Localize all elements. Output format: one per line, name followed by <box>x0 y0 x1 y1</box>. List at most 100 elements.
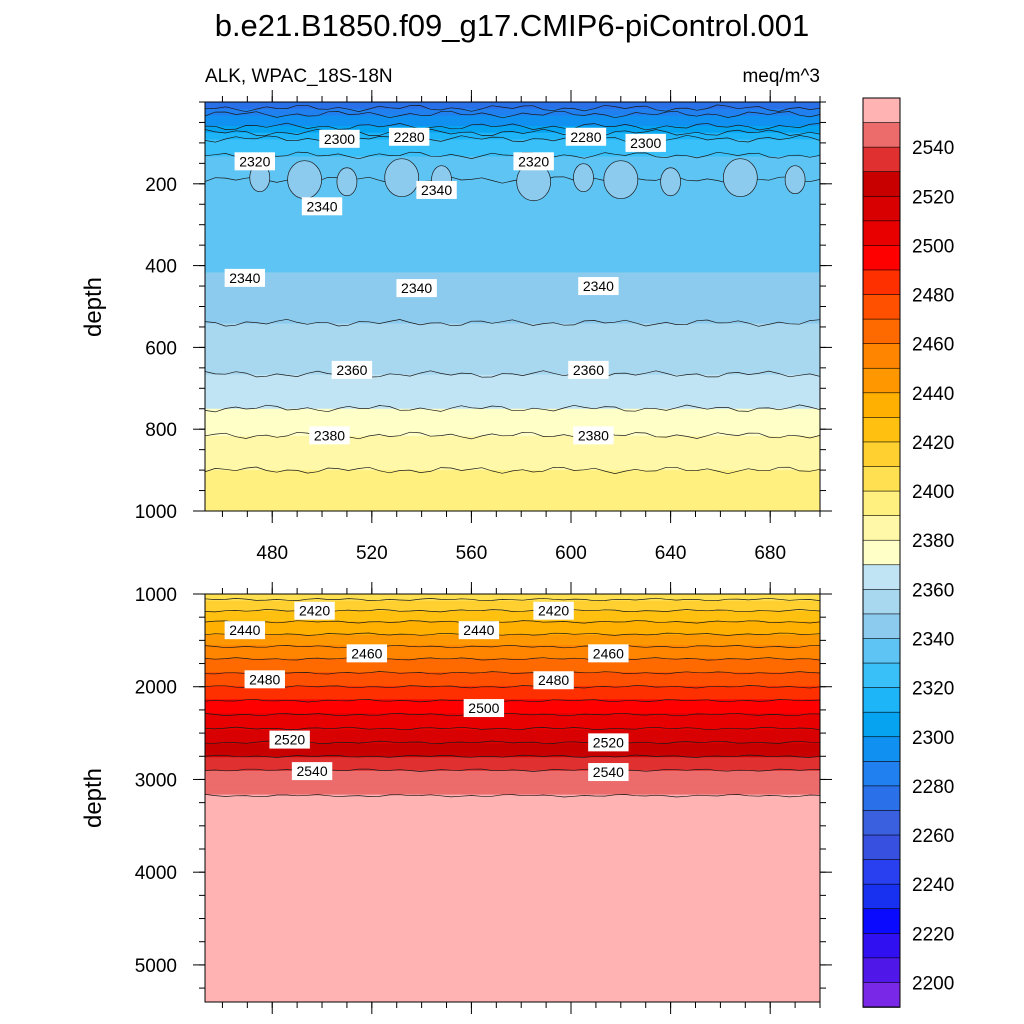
contour-label: 2320 <box>513 152 554 171</box>
svg-text:2340: 2340 <box>229 270 260 286</box>
contour-band <box>205 934 820 939</box>
contour-band <box>205 991 820 996</box>
contour-band <box>205 709 820 714</box>
svg-text:2460: 2460 <box>593 645 624 661</box>
contour-band <box>205 801 820 806</box>
colorbar-label: 2480 <box>912 286 954 307</box>
contour-band <box>205 852 820 857</box>
contour-label: 2460 <box>588 644 629 663</box>
contour-label: 2340 <box>301 197 343 216</box>
svg-text:2540: 2540 <box>593 764 624 780</box>
contour-band <box>205 401 820 407</box>
contour-band <box>205 675 820 680</box>
contour-band <box>205 930 820 935</box>
colorbar-box <box>862 195 901 222</box>
y-tick-label: 1000 <box>135 585 177 606</box>
contour-band <box>205 112 820 117</box>
contour-band <box>205 682 820 687</box>
contour-band <box>205 425 820 430</box>
svg-text:2420: 2420 <box>299 603 330 619</box>
colorbar-box <box>862 515 901 542</box>
contour-band <box>205 493 820 499</box>
contour-band <box>205 702 820 707</box>
contour-band <box>205 108 820 114</box>
contour-label: 2480 <box>533 671 574 690</box>
contour-band <box>205 665 820 670</box>
contour-band <box>205 248 820 253</box>
colorbar-box <box>862 662 901 689</box>
contour-label: 2300 <box>319 129 360 148</box>
y-tick-label: 2000 <box>135 678 177 699</box>
contour-band <box>205 954 820 959</box>
contour-label: 2280 <box>388 127 430 146</box>
contour-band <box>205 828 820 833</box>
colorbar-box <box>862 908 901 935</box>
contour-band <box>205 869 820 874</box>
contour-band <box>205 845 820 850</box>
lower-plot-frame <box>204 593 821 1003</box>
contour-band <box>205 988 820 993</box>
contour-band <box>205 221 820 226</box>
contour-band <box>205 798 820 803</box>
colorbar-box <box>862 466 901 492</box>
svg-text:2280: 2280 <box>570 129 601 145</box>
contour-band <box>205 296 820 301</box>
contour-band <box>205 265 820 270</box>
y-tick-label: 400 <box>145 257 177 278</box>
contour-band <box>205 879 820 884</box>
contour-line <box>205 318 820 327</box>
contour-band <box>205 825 820 830</box>
contour-band <box>205 838 820 843</box>
contour-band <box>205 604 820 609</box>
contour-band <box>205 978 820 983</box>
contour-band <box>205 207 820 212</box>
contour-band <box>205 102 820 107</box>
colorbar-box <box>862 810 901 836</box>
upper-y-axis: 200 400 600 800 1000 <box>135 101 832 523</box>
contour-blob <box>336 167 358 197</box>
x-tick-label: 520 <box>356 543 388 564</box>
contour-label: 2340 <box>416 180 457 199</box>
colorbar-box <box>862 490 901 517</box>
contour-band <box>205 439 820 444</box>
contour-band <box>205 808 820 813</box>
contour-band <box>205 245 820 250</box>
contour-line <box>205 712 820 717</box>
contour-band <box>205 262 820 267</box>
contour-band <box>205 132 820 137</box>
contour-band <box>205 937 820 942</box>
contour-band <box>205 163 820 168</box>
contour-band <box>205 211 820 216</box>
colorbar-box <box>862 736 901 763</box>
svg-text:2300: 2300 <box>324 131 355 147</box>
contour-band <box>205 757 820 762</box>
contour-band <box>205 641 820 646</box>
contour-band <box>205 320 820 325</box>
colorbar-box <box>862 932 901 959</box>
contour-band <box>205 862 820 867</box>
contour-band <box>205 733 820 738</box>
colorbar-label: 2200 <box>912 973 954 994</box>
contour-band <box>205 422 820 427</box>
contour-band <box>205 504 820 509</box>
contour-band <box>205 886 820 891</box>
colorbar-label: 2360 <box>912 580 954 601</box>
svg-text:2520: 2520 <box>274 732 305 748</box>
contour-band <box>205 781 820 786</box>
contour-band <box>205 487 820 492</box>
contour-band <box>205 214 820 219</box>
contour-band <box>205 480 820 485</box>
contour-band <box>205 818 820 823</box>
colorbar-box <box>862 564 901 591</box>
contour-band <box>205 849 820 854</box>
contour-band <box>205 231 820 236</box>
contour-band <box>205 835 820 840</box>
contour-label: 2420 <box>533 601 574 620</box>
colorbar-box <box>862 367 901 394</box>
lower-x-axis <box>221 582 821 1014</box>
contour-band <box>205 740 820 745</box>
contour-blob <box>573 163 594 193</box>
contour-band <box>205 490 820 495</box>
colorbar-box <box>862 343 901 370</box>
colorbar-label: 2220 <box>912 924 954 945</box>
